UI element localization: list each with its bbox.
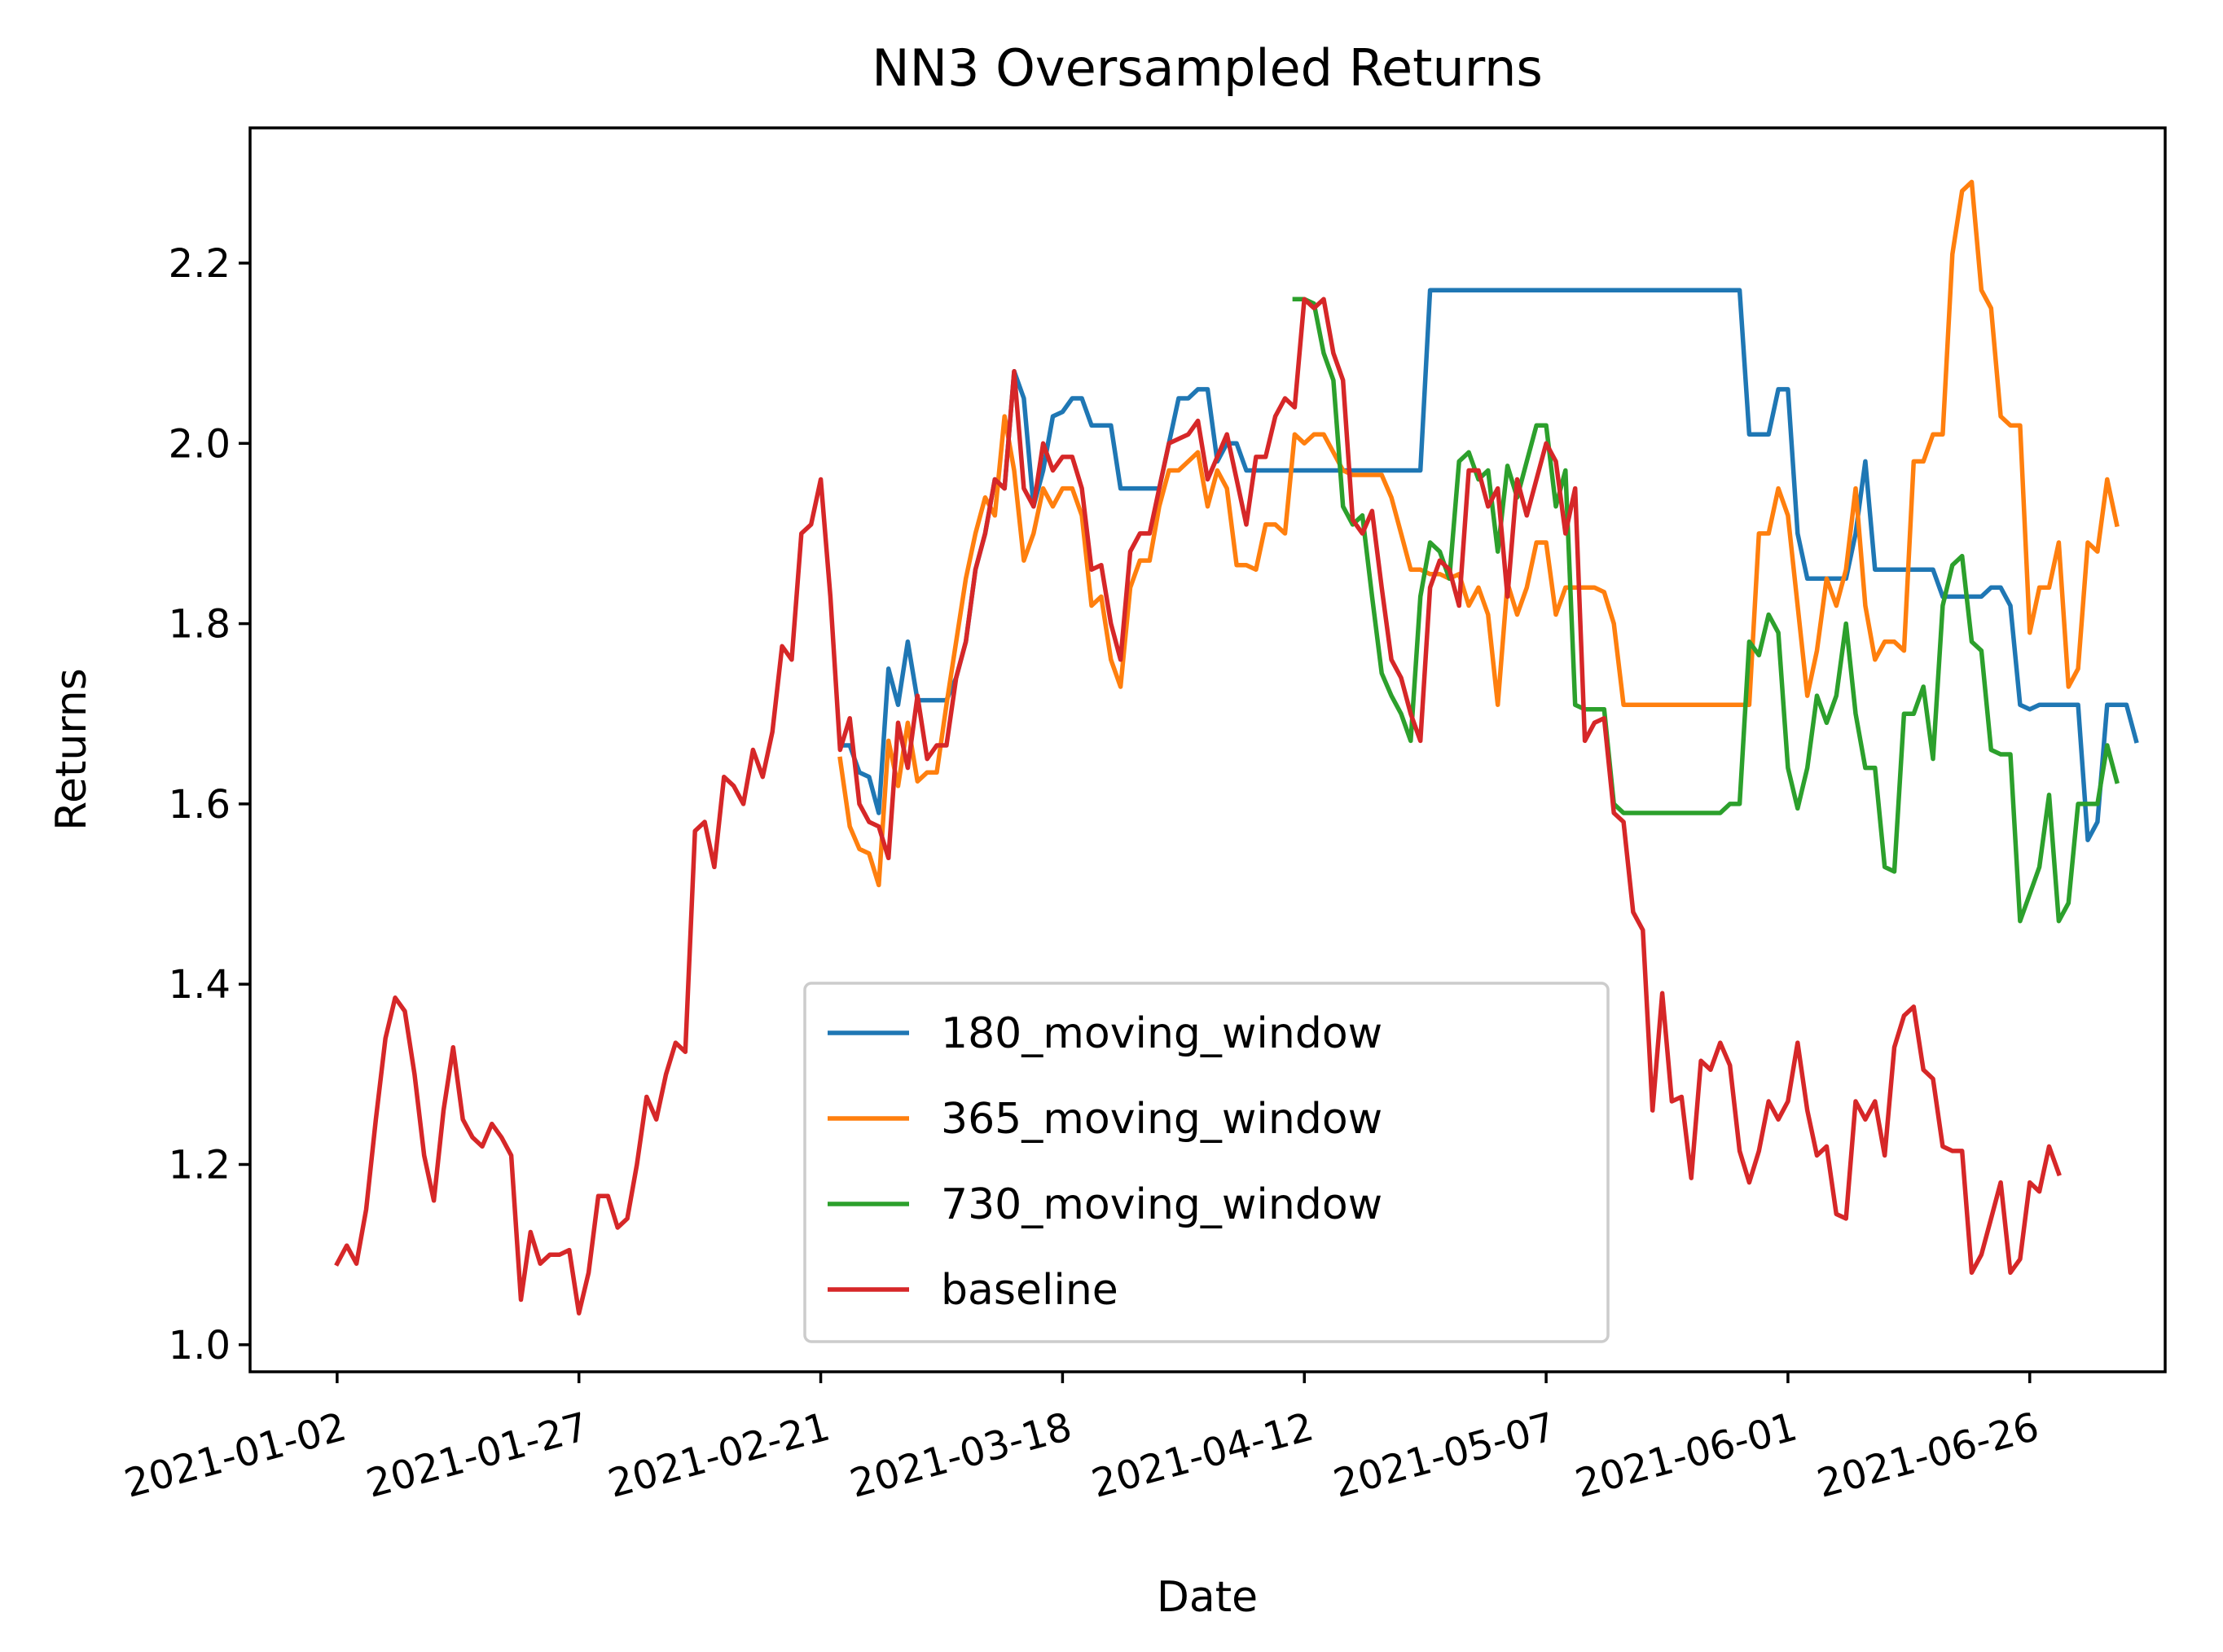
series-line-730-moving-window: [1292, 297, 2120, 924]
plot-area-frame: [248, 126, 2167, 1373]
y-tick-label: 2.2: [169, 241, 231, 287]
legend-label-365-moving-window: 365_moving_window: [941, 1095, 1382, 1144]
y-tick-label: 1.2: [169, 1143, 231, 1188]
x-axis-title: Date: [1157, 1573, 1258, 1622]
series-layer: [334, 179, 2139, 1316]
y-axis-title: Returns: [47, 668, 96, 831]
legend-label-730-moving-window: 730_moving_window: [941, 1180, 1382, 1229]
y-tick-label: 1.8: [169, 602, 231, 648]
legend-frame: [803, 982, 1610, 1343]
y-axis-ticks: 1.0 1.2 1.4 1.6 1.8 2.0 2.2: [169, 241, 250, 1369]
series-line-baseline: [334, 297, 2062, 1316]
y-tick-label: 1.0: [169, 1323, 231, 1369]
y-tick-label: 1.6: [169, 782, 231, 828]
y-tick-label: 1.4: [169, 962, 231, 1008]
chart-title: NN3 Oversampled Returns: [872, 38, 1543, 98]
legend-label-180-moving-window: 180_moving_window: [941, 1009, 1382, 1058]
y-tick-label: 2.0: [169, 421, 231, 467]
legend: 180_moving_window 365_moving_window 730_mo…: [803, 982, 1610, 1343]
legend-label-baseline: baseline: [941, 1266, 1118, 1315]
